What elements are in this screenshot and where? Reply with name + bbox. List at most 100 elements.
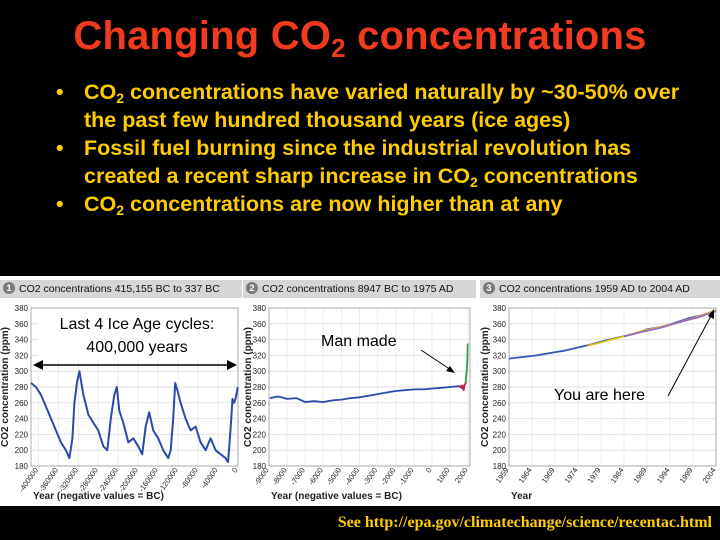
- y-tick-label: 340: [493, 336, 507, 345]
- y-tick-label: 260: [253, 399, 267, 408]
- y-tick-label: 260: [15, 399, 29, 408]
- series-line: [508, 309, 717, 360]
- y-tick-label: 380: [253, 304, 267, 313]
- x-tick-label: 1979: [586, 466, 603, 485]
- y-tick-label: 300: [15, 367, 29, 376]
- x-tick-label: 1984: [609, 466, 626, 485]
- arrow-head-icon: [446, 366, 455, 373]
- y-tick-label: 360: [253, 320, 267, 329]
- x-axis-label: Year: [511, 491, 532, 502]
- bullet-dot: •: [56, 136, 64, 160]
- y-tick-label: 360: [15, 320, 29, 329]
- annotation-label: Last 4 Ice Age cycles:: [60, 316, 215, 333]
- x-tick-label: -1000: [397, 466, 415, 487]
- y-axis-label: CO2 concentration (ppm): [480, 327, 491, 447]
- y-tick-label: 280: [15, 383, 29, 392]
- bullet-dot: •: [56, 192, 64, 216]
- y-tick-label: 320: [253, 351, 267, 360]
- y-tick-label: 300: [253, 367, 267, 376]
- annotation-label: You are here: [554, 387, 645, 404]
- chart-panel-3: 3 CO2 concentrations 1959 AD to 2004 AD 1…: [480, 280, 720, 505]
- y-tick-label: 180: [493, 462, 507, 471]
- source-note: See http://epa.gov/climatechange/science…: [337, 514, 712, 531]
- y-tick-label: 200: [253, 446, 267, 455]
- panel-header: 3 CO2 concentrations 1959 AD to 2004 AD: [480, 280, 720, 298]
- y-tick-label: 300: [493, 367, 507, 376]
- x-tick-label: 1999: [678, 466, 695, 485]
- x-tick-label: 1000: [435, 466, 452, 485]
- series-line: [269, 384, 466, 403]
- x-tick-label: -4000: [343, 466, 361, 487]
- plot-frame: [30, 307, 239, 467]
- x-axis-label: Year (negative values = BC): [271, 491, 402, 502]
- arrow-head-icon: [227, 360, 237, 370]
- x-tick-label: -3000: [361, 466, 379, 487]
- series-line: [464, 343, 469, 384]
- y-tick-label: 180: [253, 462, 267, 471]
- y-tick-label: 200: [493, 446, 507, 455]
- y-tick-label: 360: [493, 320, 507, 329]
- annotation-label: 400,000 years: [86, 339, 187, 356]
- annotation-label: Man made: [321, 333, 397, 350]
- x-tick-label: 2000: [453, 466, 470, 485]
- y-tick-label: 240: [493, 415, 507, 424]
- chart-panel-2: 2 CO2 concentrations 8947 BC to 1975 AD 1…: [243, 280, 476, 505]
- x-tick-label: -7000: [288, 466, 306, 487]
- series-line: [30, 370, 239, 464]
- series-line: [623, 310, 717, 338]
- y-tick-label: 220: [253, 430, 267, 439]
- y-tick-label: 220: [493, 430, 507, 439]
- source-link[interactable]: http://epa.gov/climatechange/science/rec…: [364, 514, 712, 531]
- x-tick-label: 1989: [632, 466, 649, 485]
- x-tick-label: -2000: [379, 466, 397, 487]
- y-tick-label: 180: [15, 462, 29, 471]
- x-tick-label: 1969: [540, 466, 557, 485]
- y-tick-label: 200: [15, 446, 29, 455]
- y-tick-label: 220: [15, 430, 29, 439]
- y-tick-label: 240: [253, 415, 267, 424]
- y-tick-label: 280: [493, 383, 507, 392]
- x-tick-label: -6000: [307, 466, 325, 487]
- bullet-item: • Fossil fuel burning since the industria…: [56, 136, 638, 190]
- plot-frame: [508, 307, 717, 467]
- slide-title: Changing CO2 concentrations: [73, 14, 647, 63]
- chart-1-svg: 180 200 220 240 260 280 300 320 340 360 380 -40000 0…: [0, 304, 240, 502]
- annotation-arrow-line: [667, 313, 713, 397]
- y-tick-label: 380: [493, 304, 507, 313]
- y-tick-label: 320: [15, 351, 29, 360]
- y-axis-label: CO2 concentration (ppm): [0, 327, 11, 447]
- x-tick-label: -40000: [199, 466, 220, 490]
- y-tick-label: 380: [15, 304, 29, 313]
- arrow-head-icon: [33, 360, 43, 370]
- annotation-arrow-line: [420, 349, 452, 371]
- bullet-list: • CO2 concentrations have varied naturall…: [56, 78, 706, 218]
- bullet-item: • CO2 concentrations are now higher than …: [56, 192, 563, 218]
- plot-frame: [268, 307, 471, 467]
- y-tick-label: 340: [15, 336, 29, 345]
- y-tick-label: 320: [493, 351, 507, 360]
- y-axis-label: CO2 concentration (ppm): [243, 327, 254, 447]
- x-tick-label: 0: [424, 466, 434, 475]
- x-tick-label: 0: [230, 466, 240, 475]
- series-line: [458, 381, 468, 392]
- arrow-head-icon: [708, 309, 714, 319]
- bullet-item: • CO2 concentrations have varied naturall…: [56, 80, 680, 132]
- x-tick-label: 1974: [563, 466, 580, 485]
- panel-header: 1 CO2 concentrations 415,155 BC to 337 BC: [0, 280, 242, 298]
- x-tick-label: -80000: [179, 466, 200, 490]
- bullet-dot: •: [56, 80, 64, 104]
- y-tick-label: 340: [253, 336, 267, 345]
- x-tick-label: -5000: [325, 466, 343, 487]
- chart-panel-1: 1 CO2 concentrations 415,155 BC to 337 BC…: [0, 280, 242, 505]
- y-tick-label: 240: [15, 415, 29, 424]
- y-tick-label: 260: [493, 399, 507, 408]
- x-tick-label: 1964: [517, 466, 534, 485]
- x-tick-label: 1994: [655, 466, 672, 485]
- annotation-box: [38, 310, 236, 360]
- x-tick-label: -120000: [157, 466, 180, 494]
- y-tick-label: 280: [253, 383, 267, 392]
- panel-header: 2 CO2 concentrations 8947 BC to 1975 AD: [243, 280, 476, 298]
- x-tick-label: 2004: [701, 466, 718, 485]
